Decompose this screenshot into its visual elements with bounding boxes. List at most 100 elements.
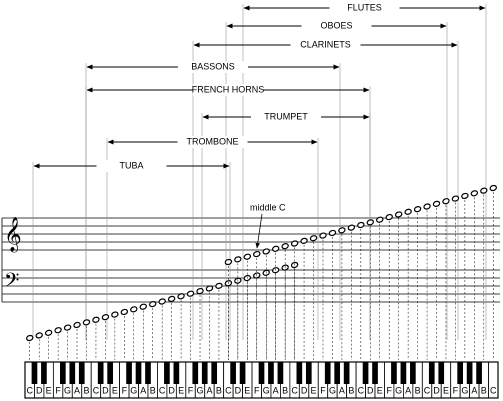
bass-note [186, 290, 195, 297]
treble-note [451, 195, 460, 202]
bass-note [44, 329, 53, 336]
key-label: G [329, 385, 336, 395]
treble-note [413, 206, 422, 213]
key-label: B [150, 385, 156, 395]
black-key [69, 362, 76, 384]
key-label: A [206, 385, 212, 395]
key-label: F [453, 385, 459, 395]
black-key [173, 362, 180, 384]
key-label: B [83, 385, 89, 395]
treble-note [461, 192, 469, 200]
range-label-bg [301, 20, 372, 32]
black-key [428, 362, 435, 384]
black-key [78, 362, 85, 384]
treble-note [376, 216, 384, 223]
treble-note [366, 219, 375, 226]
bass-note [205, 285, 214, 292]
range-label-bg [178, 61, 248, 73]
key-label: G [64, 385, 71, 395]
key-label: A [471, 385, 477, 395]
black-key [97, 362, 104, 384]
black-key [60, 362, 66, 384]
bass-note [158, 298, 166, 305]
bass-note [63, 324, 72, 331]
range-label-bg [329, 2, 400, 14]
key-label: F [320, 385, 326, 395]
key-label: D [102, 385, 109, 395]
black-key [334, 362, 341, 384]
black-key [258, 362, 265, 384]
treble-note [347, 224, 356, 231]
key-label: C [358, 385, 365, 395]
treble-note [423, 203, 431, 210]
treble-note [480, 187, 488, 194]
treble-note [271, 245, 280, 252]
treble-clef: 𝄞 [4, 217, 22, 253]
treble-note [281, 243, 289, 250]
key-label: A [273, 385, 279, 395]
black-key [305, 362, 312, 384]
black-key [230, 362, 236, 384]
range-label-bg [193, 84, 263, 96]
key-label: B [216, 385, 222, 395]
bass-note [139, 303, 147, 310]
key-label: B [481, 385, 487, 395]
key-label: E [178, 385, 184, 395]
bass-note [177, 293, 185, 300]
drawing: FLUTES OBOES CLARINETS BASSONS FRENCH HORNS T… [24, 2, 499, 399]
key-label: E [46, 385, 52, 395]
range-label: TUBA [119, 160, 143, 170]
treble-note [470, 190, 479, 197]
treble-note [224, 258, 233, 266]
bass-note [167, 295, 176, 302]
treble-note [319, 232, 327, 239]
bass-note [111, 311, 119, 318]
key-label: D [235, 385, 242, 395]
range-label: TROMBONE [186, 136, 238, 146]
treble-note [338, 227, 346, 234]
key-label: D [433, 385, 440, 395]
range-label-bg [251, 111, 321, 123]
black-key [192, 362, 199, 384]
key-label: C [26, 385, 33, 395]
black-key [135, 362, 142, 384]
key-label: C [490, 385, 497, 395]
black-key [41, 362, 47, 384]
key-label: B [348, 385, 354, 395]
black-key [145, 362, 151, 384]
bass-note [92, 316, 100, 323]
black-key [201, 362, 208, 384]
bass-note [130, 306, 138, 313]
treble-note [253, 250, 261, 258]
key-label: C [424, 385, 431, 395]
key-label: D [36, 385, 43, 395]
bass-note [35, 332, 43, 339]
black-key [268, 362, 274, 384]
bass-note [120, 308, 129, 316]
bass-note [82, 319, 91, 326]
treble-note [262, 248, 270, 255]
black-key [410, 362, 416, 384]
key-label: C [291, 385, 298, 395]
range-label: CLARINETS [300, 39, 351, 49]
staff [1, 217, 500, 303]
bass-note [101, 314, 110, 321]
key-label: G [263, 385, 270, 395]
black-key [211, 362, 218, 384]
black-key [107, 362, 113, 384]
key-label: D [301, 385, 308, 395]
key-label: D [168, 385, 175, 395]
bass-note [196, 287, 204, 295]
treble-note [243, 253, 252, 260]
key-label: G [461, 385, 468, 395]
key-label: B [415, 385, 421, 395]
key-label: F [122, 385, 128, 395]
key-label: F [188, 385, 194, 395]
bass-note [148, 301, 157, 308]
middle-c-label: middle C [250, 202, 286, 212]
key-label: E [112, 385, 118, 395]
key-label: A [140, 385, 146, 395]
key-label: A [339, 385, 345, 395]
black-key [239, 362, 246, 384]
